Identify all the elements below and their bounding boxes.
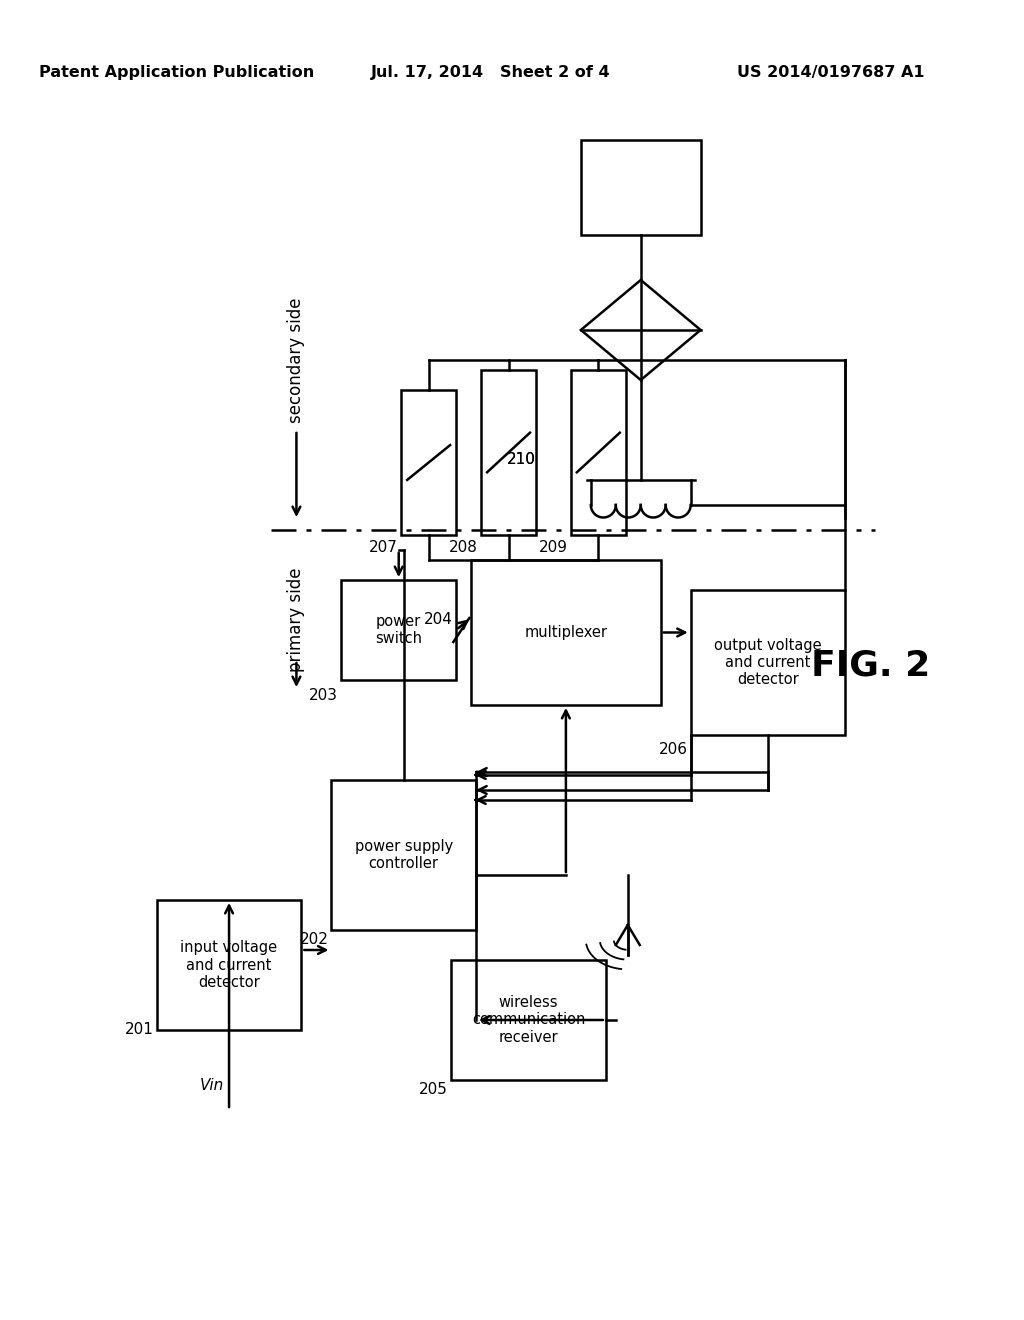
- Text: FIG. 2: FIG. 2: [811, 648, 930, 682]
- Text: 201: 201: [125, 1023, 154, 1038]
- Text: wireless
communication
receiver: wireless communication receiver: [472, 995, 585, 1045]
- Text: 206: 206: [658, 742, 688, 758]
- Text: US 2014/0197687 A1: US 2014/0197687 A1: [736, 65, 924, 79]
- Text: 208: 208: [450, 540, 478, 556]
- Text: 204: 204: [424, 612, 453, 627]
- Text: 205: 205: [419, 1082, 449, 1097]
- Bar: [341, 579, 456, 680]
- Text: Patent Application Publication: Patent Application Publication: [39, 65, 314, 79]
- Text: output voltage
and current
detector: output voltage and current detector: [714, 638, 822, 688]
- Text: input voltage
and current
detector: input voltage and current detector: [180, 940, 278, 990]
- Text: 202: 202: [299, 932, 329, 948]
- Bar: [452, 960, 606, 1080]
- Bar: [581, 140, 700, 235]
- Bar: [690, 590, 846, 735]
- Text: primary side: primary side: [288, 568, 305, 672]
- Text: power
switch: power switch: [375, 614, 422, 647]
- Bar: [571, 370, 626, 535]
- Text: multiplexer: multiplexer: [524, 624, 607, 640]
- Text: 210: 210: [507, 453, 536, 467]
- Bar: [401, 389, 456, 535]
- Text: 209: 209: [539, 540, 568, 556]
- Text: 203: 203: [309, 688, 338, 702]
- Bar: [332, 780, 476, 931]
- Text: 207: 207: [370, 540, 398, 556]
- Text: Jul. 17, 2014   Sheet 2 of 4: Jul. 17, 2014 Sheet 2 of 4: [372, 65, 611, 79]
- Bar: [471, 560, 660, 705]
- Bar: [157, 900, 301, 1030]
- Text: 210: 210: [507, 453, 536, 467]
- Bar: [481, 370, 536, 535]
- Text: Vin: Vin: [200, 1077, 223, 1093]
- Text: power supply
controller: power supply controller: [354, 838, 453, 871]
- Text: secondary side: secondary side: [288, 297, 305, 422]
